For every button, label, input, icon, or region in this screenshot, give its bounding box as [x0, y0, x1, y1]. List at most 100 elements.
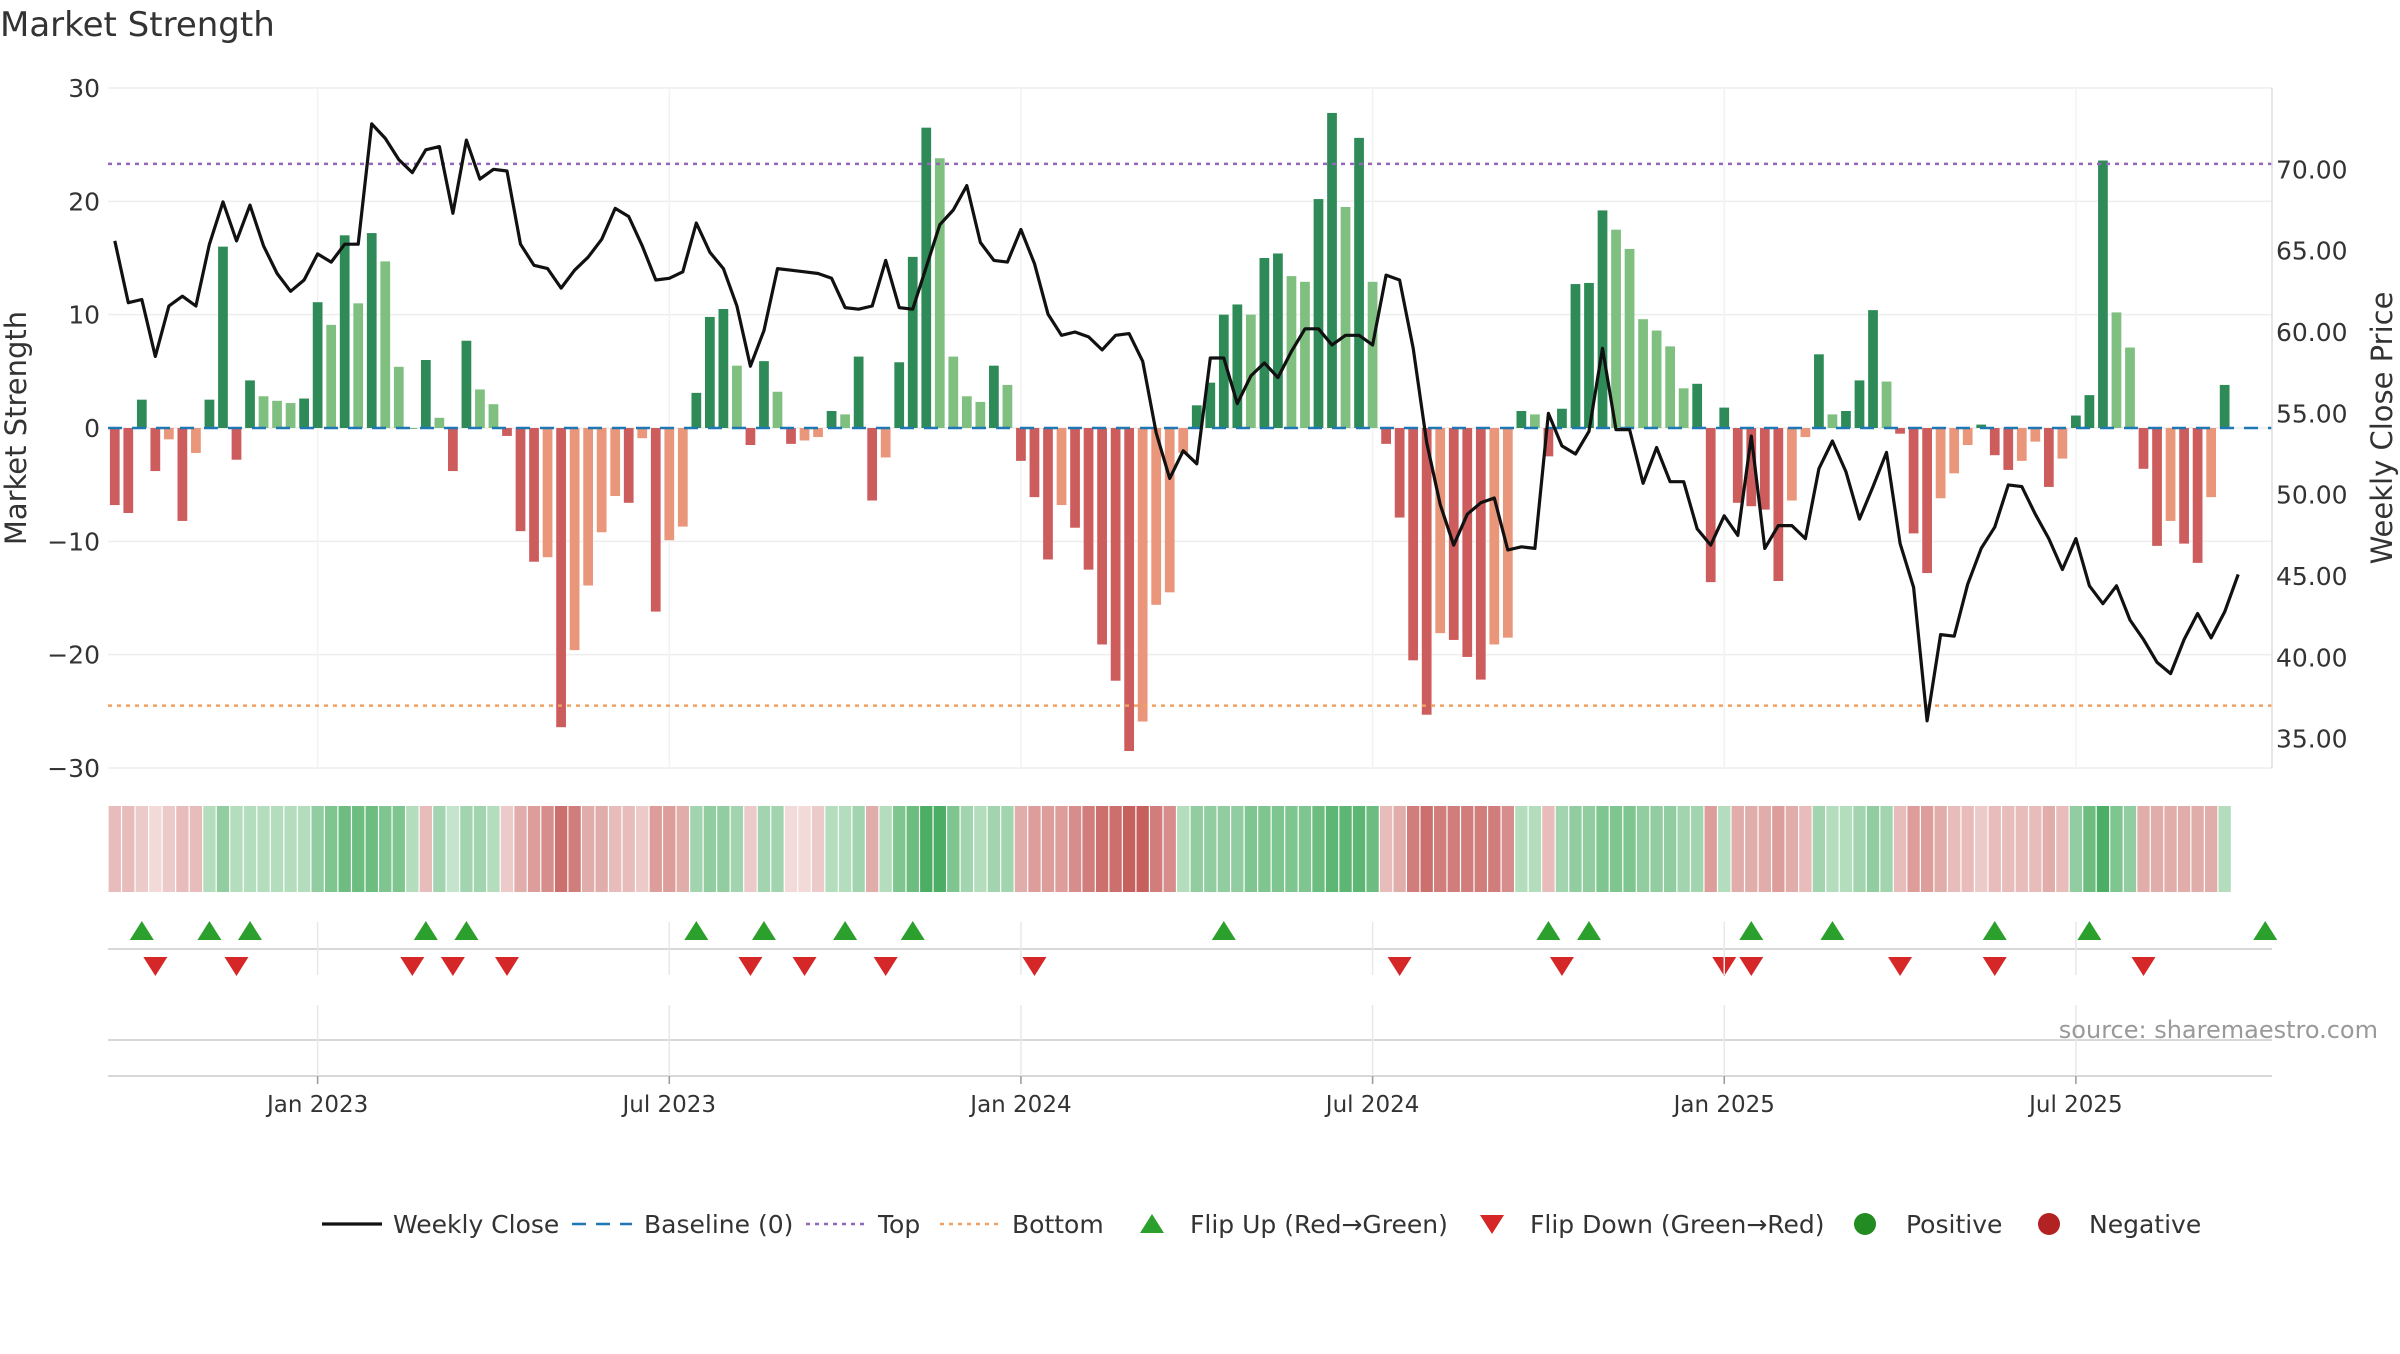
y2-tick-label: 70.00	[2276, 155, 2348, 184]
heatmap-cell	[2042, 806, 2055, 892]
strength-bar	[596, 428, 607, 533]
y2-tick-label: 60.00	[2276, 318, 2348, 347]
strength-bar	[1097, 428, 1107, 645]
heatmap-cell	[690, 806, 703, 892]
strength-bar	[1922, 428, 1932, 574]
strength-bar	[1435, 428, 1446, 634]
y-tick-label: 0	[84, 414, 100, 443]
flip-down-marker	[1739, 957, 1764, 976]
strength-bar	[826, 411, 837, 428]
strength-bar	[1421, 428, 1432, 715]
y-tick-label: 10	[68, 301, 100, 330]
heatmap-cell	[1244, 806, 1258, 892]
strength-bar	[191, 428, 201, 453]
heatmap-cell	[1785, 806, 1799, 892]
strength-bar	[691, 392, 702, 428]
strength-bar	[1137, 428, 1148, 722]
flip-down-marker	[1888, 957, 1913, 976]
strength-bar	[1178, 428, 1189, 453]
heatmap-cell	[514, 806, 527, 892]
y-tick-label: −20	[47, 641, 100, 670]
heatmap-cell	[1555, 806, 1569, 892]
heatmap-cell	[1718, 806, 1731, 892]
strength-bar	[1367, 281, 1378, 428]
strength-bar	[1313, 199, 1324, 428]
y2-tick-label: 35.00	[2276, 725, 2348, 754]
x-tick-label: Jul 2025	[2027, 1092, 2123, 1118]
legend-label: Weekly Close	[393, 1210, 559, 1239]
x-tick-label: Jul 2023	[620, 1092, 716, 1118]
strength-bar	[1868, 310, 1878, 428]
strength-bar	[1638, 319, 1648, 428]
heatmap-cell	[1893, 806, 1907, 892]
heatmap-cell	[1677, 806, 1690, 892]
strength-bar	[2003, 428, 2014, 470]
strength-bar	[339, 235, 350, 428]
strength-bar	[704, 316, 715, 428]
strength-bar	[2057, 428, 2068, 459]
strength-bar	[799, 428, 810, 441]
legend-swatch-flip-up	[1140, 1214, 1164, 1233]
heatmap-cell	[1920, 806, 1934, 892]
heatmap-cell	[1731, 806, 1744, 892]
legend: Weekly Close Baseline (0) Top Bottom Flip Up…	[322, 1210, 2201, 1239]
strength-bar	[1273, 253, 1283, 428]
strength-bar	[231, 428, 242, 460]
heatmap-cell	[1461, 806, 1474, 892]
strength-bar	[448, 428, 458, 472]
strength-bar	[1881, 381, 1892, 428]
strength-bar	[894, 362, 905, 428]
flip-down-marker	[738, 957, 763, 976]
strength-bar	[1070, 428, 1080, 528]
heatmap-cell	[1217, 806, 1230, 892]
strength-bar	[1205, 382, 1216, 428]
x-tick-label: Jan 2025	[1672, 1092, 1775, 1118]
heatmap-cell	[1488, 806, 1501, 892]
strength-bar	[529, 428, 539, 562]
heatmap-cell	[1136, 806, 1149, 892]
heatmap-cell	[433, 806, 446, 892]
heatmap-cell	[933, 806, 946, 892]
strength-bar	[2179, 428, 2189, 544]
heatmap-cell	[649, 806, 662, 892]
strength-bar	[218, 246, 228, 428]
weekly-close-line	[113, 122, 2240, 723]
strength-bar	[1692, 383, 1703, 428]
strength-bar	[420, 360, 431, 428]
strength-bar	[2152, 428, 2162, 546]
strength-bar	[488, 404, 499, 428]
strength-bar	[1989, 428, 2000, 456]
flip-up-marker	[1739, 921, 1764, 940]
heatmap-cell	[2002, 806, 2015, 892]
flip-up-marker	[900, 921, 925, 940]
heatmap-cell	[2110, 806, 2123, 892]
strength-bar	[1665, 346, 1676, 428]
heatmap-cell	[595, 806, 608, 892]
strength-bar	[623, 428, 634, 503]
strength-bar	[407, 428, 418, 429]
heatmap-cell	[460, 806, 473, 892]
strength-bar	[353, 303, 364, 428]
strength-bar	[1597, 210, 1608, 428]
heatmap-cell	[1934, 806, 1947, 892]
strength-bar	[907, 256, 918, 428]
strength-bar	[434, 417, 445, 428]
strength-bar	[1016, 428, 1026, 461]
strength-bar	[109, 428, 120, 506]
strength-bar	[948, 356, 959, 428]
heatmap-cell	[297, 806, 311, 892]
heatmap-cell	[379, 806, 392, 892]
flip-down-marker	[143, 957, 168, 976]
strength-bar	[1962, 428, 1973, 445]
flip-down-marker	[792, 957, 817, 976]
heatmap-cell	[568, 806, 581, 892]
strength-bar	[934, 158, 945, 428]
heatmap-cell	[311, 806, 324, 892]
heatmap-cell	[1095, 806, 1109, 892]
heatmap-cell	[2069, 806, 2083, 892]
strength-bar	[1746, 428, 1757, 507]
heatmap-cell	[2096, 806, 2110, 892]
heatmap-cell	[2083, 806, 2096, 892]
heatmap-cell	[2150, 806, 2164, 892]
heatmap-cell	[2056, 806, 2069, 892]
